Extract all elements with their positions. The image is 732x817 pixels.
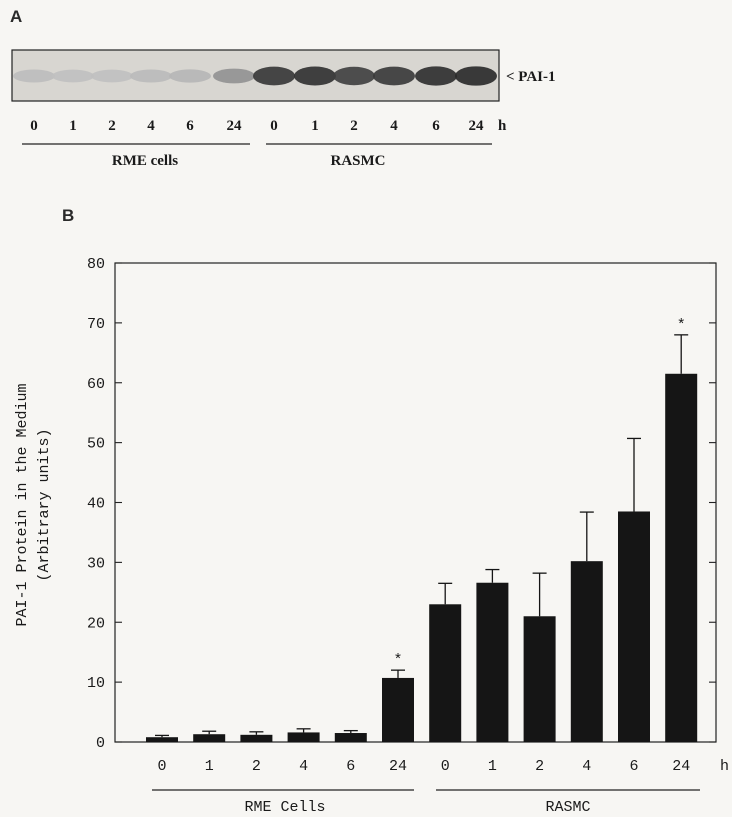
blot-lane-label: 6 [432,118,440,134]
x-tick-label: 4 [582,758,591,775]
rme-cells-group-label: RME Cells [244,799,325,816]
bar [193,734,226,742]
blot-lane-label: 0 [30,118,38,134]
bar [240,734,273,742]
y-tick-label: 40 [87,496,105,513]
x-tick-label: 2 [535,758,544,775]
blot-lane-label: 2 [108,118,116,134]
x-unit-label: h [720,758,729,775]
significance-marker: * [677,317,686,334]
significance-marker: * [393,652,402,669]
panel-a-western-blot: A < PAI-1 0 1 2 4 6 24 0 1 2 4 6 24 h RME cells RAS… [10,7,556,169]
bar [429,604,462,742]
blot-lane-label: 2 [350,118,358,134]
bar [476,582,509,742]
blot-band [13,69,55,83]
bar [146,737,178,742]
bar [570,561,603,742]
y-tick-label: 0 [96,735,105,752]
y-tick-label: 20 [87,615,105,632]
x-tick-label: 1 [205,758,214,775]
bar [334,733,367,742]
rasmc-group-label: RASMC [545,799,590,816]
y-tick-label: 10 [87,675,105,692]
x-axis-tick-labels: 0 1 2 4 6 24 0 1 2 4 6 24 [157,758,690,775]
y-tick-label: 30 [87,555,105,572]
panel-a-letter: A [10,7,22,26]
blot-band [455,66,497,86]
blot-lane-label: 4 [390,118,398,134]
blot-band [130,69,172,83]
y-tick-label: 60 [87,376,105,393]
blot-bands [13,66,497,86]
blot-lane-label: 6 [186,118,194,134]
y-axis-title-line1: PAI-1 Protein in the Medium [14,383,31,626]
bar [618,511,650,742]
y-tick-label: 70 [87,316,105,333]
blot-lane-label: 1 [69,118,77,134]
blot-band [294,66,336,86]
blot-lane-label: 4 [147,118,155,134]
blot-lane-labels: 0 1 2 4 6 24 0 1 2 4 6 24 [30,118,484,134]
blot-band [373,66,415,86]
blot-band [333,66,375,86]
x-tick-label: 24 [389,758,407,775]
rme-cells-label: RME cells [112,153,178,169]
rasmc-label: RASMC [331,153,386,169]
pai1-band-label: < PAI-1 [506,69,556,85]
bar [523,616,556,742]
blot-lane-label: 24 [469,118,485,134]
y-axis: 0 10 20 30 40 50 60 70 80 [87,256,716,752]
bar [382,677,414,742]
blot-band [169,69,211,83]
x-tick-label: 0 [157,758,166,775]
bar [287,732,320,742]
x-tick-label: 24 [672,758,690,775]
x-tick-label: 0 [441,758,450,775]
y-tick-label: 50 [87,436,105,453]
blot-band [213,68,255,84]
blot-band [415,66,457,86]
blot-lane-label: 24 [227,118,243,134]
panel-b-letter: B [62,206,74,225]
x-tick-label: 2 [252,758,261,775]
blot-lane-label: 0 [270,118,278,134]
blot-lane-label: 1 [311,118,319,134]
x-tick-label: 6 [346,758,355,775]
blot-band [52,69,94,83]
blot-band [91,69,133,83]
y-axis-title-line2: (Arbitrary units) [36,428,53,581]
blot-unit-label: h [498,118,507,134]
blot-band [253,66,295,86]
x-tick-label: 4 [299,758,308,775]
x-tick-label: 6 [629,758,638,775]
bar [665,373,698,742]
y-tick-label: 80 [87,256,105,273]
x-tick-label: 1 [488,758,497,775]
bar-series: ** [146,317,698,742]
